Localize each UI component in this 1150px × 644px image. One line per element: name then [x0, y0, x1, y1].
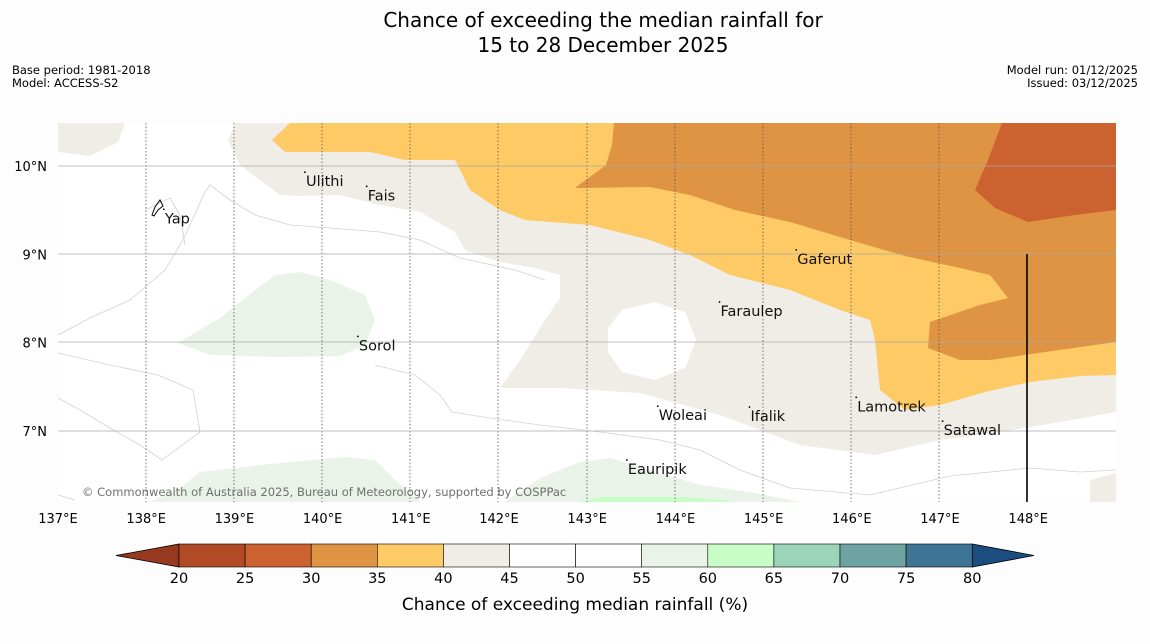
colorbar-segment [839, 543, 907, 568]
colorbar-high-extension [971, 543, 1035, 568]
island-marker [356, 335, 359, 338]
base-info: Base period: 1981-2018 Model: ACCESS-S2 [12, 64, 151, 90]
contour-lines [58, 184, 1116, 501]
contour-55-60-south [150, 457, 420, 502]
place-label: Lamotrek [857, 399, 926, 415]
colorbar-segment [244, 543, 312, 568]
run-info: Model run: 01/12/2025 Issued: 03/12/2025 [1007, 64, 1138, 90]
lon-tick-label: 146°E [832, 512, 872, 527]
base-period: Base period: 1981-2018 [12, 63, 151, 77]
map-area: Ulithi Fais Yap Gaferut Faraulep Sorol Lamotre… [58, 123, 1116, 502]
longitude-gridlines [145, 123, 940, 502]
place-label: Gaferut [797, 252, 852, 268]
contour-25-30 [975, 123, 1116, 222]
contour-line-west [58, 184, 546, 336]
colorbar-tick-label: 40 [434, 571, 452, 587]
lon-tick-label: 141°E [391, 512, 431, 527]
island-marker [795, 248, 798, 251]
longitude-tick-labels: 137°E 138°E 139°E 140°E 141°E 142°E 143°E 144°E… [38, 512, 1048, 527]
colorbar-tick-label: 30 [302, 571, 320, 587]
lon-tick-label: 144°E [656, 512, 696, 527]
colorbar-tick-label: 50 [566, 571, 584, 587]
island-marker [162, 208, 165, 211]
lat-tick-label: 9°N [23, 248, 48, 263]
latitude-tick-labels: 10°N 9°N 8°N 7°N [14, 160, 47, 440]
contour-55-60-west [178, 272, 375, 357]
title-line-1: Chance of exceeding the median rainfall … [383, 8, 823, 32]
lat-tick-label: 8°N [23, 337, 48, 352]
place-label: Eauripik [628, 462, 687, 478]
colorbar-tick-label: 75 [897, 571, 915, 587]
colorbar-tick-label: 45 [500, 571, 518, 587]
colorbar-tick-label: 70 [831, 571, 849, 587]
colorbar-segment [905, 543, 973, 568]
colorbar-segment [178, 543, 246, 568]
colorbar-tick-label: 60 [699, 571, 717, 587]
lon-tick-label: 145°E [744, 512, 784, 527]
lon-tick-label: 139°E [215, 512, 255, 527]
place-labels: Ulithi Fais Yap Gaferut Faraulep Sorol Lamotre… [162, 171, 1001, 478]
lon-tick-label: 137°E [38, 512, 78, 527]
place-label: Fais [368, 188, 395, 204]
colorbar-segment [310, 543, 378, 568]
contour-line-southwest-corner [58, 494, 76, 501]
chart-title: Chance of exceeding the median rainfall … [0, 8, 1150, 58]
lon-tick-label: 143°E [567, 512, 607, 527]
colorbar-segment [641, 543, 709, 568]
island-marker [625, 459, 628, 461]
place-label: Ifalik [750, 409, 785, 425]
place-label: Yap [164, 211, 190, 227]
island-marker [718, 301, 721, 303]
contour-45-50-hole [608, 302, 696, 380]
island-marker [656, 405, 659, 408]
yap-island [151, 199, 164, 217]
colorbar-segment [707, 543, 775, 568]
colorbar-tick-label: 25 [236, 571, 254, 587]
contour-line-southwest [58, 352, 201, 461]
colorbar-segment [509, 543, 576, 568]
colorbar-tick-label: 65 [765, 571, 783, 587]
model-name: Model: ACCESS-S2 [12, 76, 119, 90]
lon-tick-label: 142°E [479, 512, 519, 527]
island-marker [748, 406, 751, 408]
colorbar-low-extension [115, 543, 180, 568]
island-marker [941, 420, 944, 423]
lat-tick-label: 10°N [14, 160, 47, 175]
contour-55-60-south-east [505, 458, 800, 502]
place-label: Faraulep [721, 304, 783, 320]
model-run-date: Model run: 01/12/2025 [1006, 63, 1138, 77]
latitude-gridlines [58, 165, 1116, 432]
contour-60-65 [580, 497, 730, 502]
issued-date: Issued: 03/12/2025 [1027, 76, 1138, 90]
place-label: Satawal [944, 423, 1001, 439]
title-line-2: 15 to 28 December 2025 [477, 33, 729, 57]
lat-tick-label: 7°N [23, 425, 48, 440]
colorbar: 20 25 30 35 40 45 50 55 60 65 70 75 80 [115, 543, 1035, 587]
place-label: Ulithi [306, 174, 344, 190]
place-label: Woleai [659, 408, 707, 424]
island-marker [855, 396, 858, 399]
colorbar-segment [773, 543, 841, 568]
colorbar-segment [443, 543, 510, 568]
colorbar-tick-label: 20 [170, 571, 188, 587]
lon-tick-label: 147°E [920, 512, 960, 527]
lon-tick-label: 140°E [303, 512, 343, 527]
colorbar-tick-label: 80 [963, 571, 981, 587]
colorbar-tick-label: 55 [632, 571, 650, 587]
colorbar-segment [575, 543, 642, 568]
island-marker [365, 185, 368, 188]
colorbar-tick-label: 35 [368, 571, 386, 587]
colorbar-segment [376, 543, 444, 568]
colorbar-title: Chance of exceeding median rainfall (%) [402, 595, 748, 615]
copyright-notice: © Commonwealth of Australia 2025, Bureau… [82, 485, 566, 499]
lon-tick-label: 148°E [1008, 512, 1048, 527]
contour-line-south [374, 364, 1116, 496]
contour-40-45-southeast [1090, 473, 1116, 502]
lon-tick-label: 138°E [126, 512, 166, 527]
island-marker [304, 171, 306, 174]
contour-40-45-northwest [58, 123, 125, 156]
place-label: Sorol [359, 338, 396, 354]
